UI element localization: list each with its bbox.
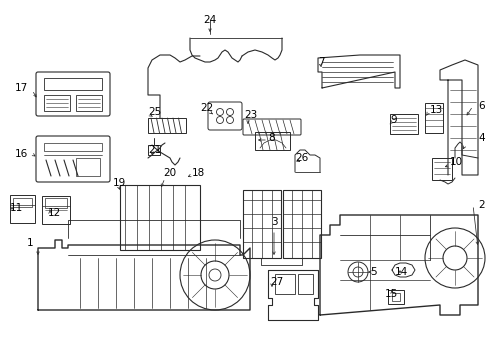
Bar [389, 114, 417, 134]
Bar [45, 198, 67, 208]
Text: 13: 13 [429, 105, 442, 115]
Text: 7: 7 [317, 57, 324, 67]
Text: 25: 25 [148, 107, 161, 117]
Text: 2: 2 [477, 200, 484, 210]
Bar [283, 190, 320, 258]
Text: 10: 10 [449, 157, 462, 167]
Text: 21: 21 [148, 145, 161, 155]
Text: 12: 12 [48, 208, 61, 218]
Bar [10, 195, 35, 223]
Bar [120, 185, 200, 250]
Bar [148, 145, 160, 155]
Text: 14: 14 [394, 267, 407, 277]
Bar [274, 274, 294, 294]
Text: 20: 20 [163, 168, 176, 178]
Text: 23: 23 [244, 110, 257, 120]
Text: 3: 3 [270, 217, 277, 227]
Text: 9: 9 [389, 115, 396, 125]
Bar [13, 198, 32, 207]
Text: 22: 22 [200, 103, 213, 113]
Bar [431, 158, 451, 180]
Text: 16: 16 [15, 149, 28, 159]
Bar [243, 190, 281, 258]
Bar [44, 143, 102, 151]
Bar [76, 158, 100, 176]
Text: 18: 18 [192, 168, 205, 178]
Text: 4: 4 [477, 133, 484, 143]
Text: 17: 17 [15, 83, 28, 93]
Bar [387, 290, 403, 304]
Text: 15: 15 [384, 289, 397, 299]
Text: 19: 19 [113, 178, 126, 188]
Bar [44, 78, 102, 90]
Bar [44, 95, 70, 111]
Text: 11: 11 [10, 203, 23, 213]
Text: 24: 24 [203, 15, 216, 25]
Bar [391, 293, 399, 301]
Bar [297, 274, 312, 294]
Bar [76, 95, 102, 111]
Text: 6: 6 [477, 101, 484, 111]
Text: 27: 27 [269, 277, 283, 287]
Text: 5: 5 [369, 267, 376, 277]
Bar [254, 132, 289, 150]
Text: 8: 8 [267, 133, 274, 143]
Bar [424, 103, 442, 133]
Text: 26: 26 [294, 153, 307, 163]
Bar [148, 118, 185, 133]
Bar [42, 196, 70, 224]
Text: 1: 1 [26, 238, 33, 248]
